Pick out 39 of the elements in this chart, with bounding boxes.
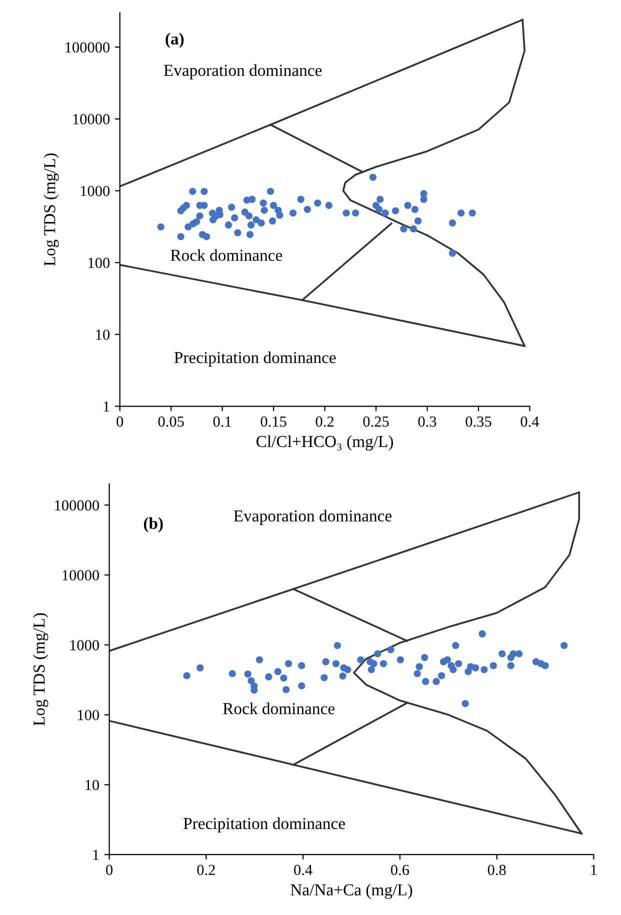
y-tick-label: 1 (93, 850, 99, 860)
x-tick-label: 0.1 (213, 416, 231, 427)
y-tick-label: 10000 (62, 570, 99, 580)
y-tick-label: 1 (104, 401, 110, 412)
y-tick-label: 1000 (80, 186, 110, 196)
y-axis-title: Log TDS (mg/L) (33, 613, 48, 726)
x-tick-label: 0.2 (316, 416, 334, 427)
x-tick-label: 0.2 (197, 864, 215, 876)
x-tick-label: 0.4 (520, 416, 540, 427)
y-tick-label: 100000 (66, 42, 110, 53)
x-tick-label: 0.35 (466, 416, 492, 427)
x-tick-label: 0.15 (260, 416, 286, 427)
x-tick-label: 1 (591, 864, 597, 875)
y-tick-label: 100 (88, 258, 110, 268)
y-tick-label: 10 (86, 780, 99, 790)
annotation: Rock dominance (170, 249, 282, 261)
x-axis-title: Cl/Cl+HCO₃ (mg/L) (256, 435, 393, 451)
annotation: Precipitation dominance (174, 351, 336, 367)
x-tick-label: 0 (116, 416, 124, 427)
x-tick-label: 0.25 (363, 416, 389, 427)
x-tick-label: 0.4 (294, 864, 312, 876)
annotation: Precipitation dominance (184, 817, 345, 833)
annotation: (b) (144, 517, 163, 532)
annotation: Rock dominance (223, 702, 334, 714)
y-axis-title: Log TDS (mg/L) (44, 153, 59, 266)
x-tick-label: 0.6 (390, 864, 410, 876)
y-tick-label: 1000 (70, 640, 99, 650)
y-tick-label: 100 (78, 710, 99, 720)
y-tick-label: 10 (96, 330, 110, 340)
x-axis-title: Na/Na+Ca (mg/L) (290, 884, 412, 899)
x-tick-label: 0 (106, 864, 113, 876)
annotation: (a) (166, 32, 184, 48)
y-tick-label: 10000 (73, 114, 110, 124)
x-tick-label: 0.05 (158, 416, 184, 427)
annotation: Evaporation dominance (234, 510, 392, 525)
y-tick-label: 100000 (55, 500, 99, 511)
x-tick-label: 0.3 (418, 416, 436, 427)
annotation: Evaporation dominance (164, 64, 322, 80)
x-tick-label: 0.8 (488, 864, 506, 876)
